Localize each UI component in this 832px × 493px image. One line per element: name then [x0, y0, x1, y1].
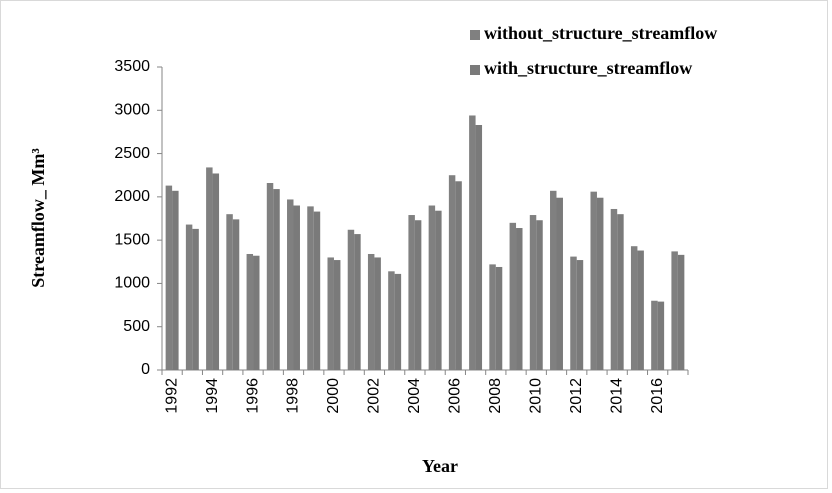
bar [550, 190, 557, 370]
x-axis-label: Year [422, 456, 458, 476]
x-tick-label: 1992 [163, 378, 180, 414]
bar [206, 167, 213, 370]
bar [556, 197, 563, 370]
bar [529, 215, 537, 370]
bar [327, 257, 334, 370]
bar [232, 219, 240, 370]
bar [212, 173, 220, 370]
x-tick-label: 1998 [285, 378, 302, 414]
bar [354, 234, 361, 370]
x-tick-label: 1994 [204, 378, 221, 414]
bar [367, 253, 375, 370]
bar [394, 273, 402, 370]
legend-label: with_structure_streamflow [484, 58, 692, 78]
y-tick-label: 2000 [114, 188, 150, 205]
bar [435, 210, 442, 370]
bar [388, 271, 395, 370]
bar [516, 228, 523, 370]
bar [469, 115, 476, 370]
x-tick-label: 1996 [244, 378, 261, 414]
bar [408, 215, 415, 370]
legend-label: without_structure_streamflow [484, 23, 717, 43]
bar [226, 214, 233, 370]
bar [489, 264, 496, 370]
bar [576, 260, 584, 370]
bar [172, 190, 179, 370]
bar [495, 266, 503, 370]
x-tick-label: 2008 [487, 378, 504, 414]
legend-swatch [470, 65, 480, 75]
bar [657, 301, 665, 370]
x-tick-label: 2006 [447, 378, 464, 414]
bar [428, 205, 436, 370]
x-tick-label: 2014 [608, 378, 625, 414]
bar [536, 220, 543, 370]
bar [651, 300, 658, 370]
x-tick-label: 2004 [406, 378, 423, 414]
bar [165, 185, 173, 370]
bar [509, 222, 517, 370]
bar [293, 205, 300, 370]
bar [185, 224, 193, 370]
bar [475, 125, 483, 370]
bar [414, 220, 422, 370]
bar [630, 246, 638, 370]
bar [246, 253, 254, 370]
x-tick-label: 2010 [527, 378, 544, 414]
bar [307, 206, 314, 370]
x-tick-label: 2012 [568, 378, 585, 414]
bar [596, 197, 604, 370]
y-axis-label: Streamflow_ Mm³ [28, 148, 48, 288]
y-tick-label: 3000 [114, 102, 150, 119]
x-tick-label: 2000 [325, 378, 342, 414]
y-tick-label: 3500 [114, 58, 150, 75]
bar [313, 211, 321, 370]
bar [253, 255, 260, 370]
x-tick-label: 2002 [366, 378, 383, 414]
bar [448, 175, 456, 370]
bar [192, 228, 199, 370]
x-tick-label: 2016 [649, 378, 666, 414]
bar [677, 254, 685, 370]
y-tick-label: 2500 [114, 145, 150, 162]
bar [637, 250, 644, 370]
bar [570, 256, 577, 370]
bar [374, 257, 381, 370]
bar [287, 199, 294, 370]
bar [333, 260, 341, 370]
y-tick-label: 0 [141, 361, 150, 378]
bar [266, 183, 274, 370]
bar [455, 181, 462, 370]
legend-swatch [470, 30, 480, 40]
bar [617, 214, 624, 370]
bar [273, 189, 280, 370]
y-tick-label: 500 [123, 318, 150, 335]
bar [590, 191, 597, 370]
bar [610, 208, 618, 370]
y-tick-label: 1500 [114, 231, 150, 248]
bar [347, 229, 355, 370]
y-tick-label: 1000 [114, 275, 150, 292]
bar [671, 251, 678, 370]
